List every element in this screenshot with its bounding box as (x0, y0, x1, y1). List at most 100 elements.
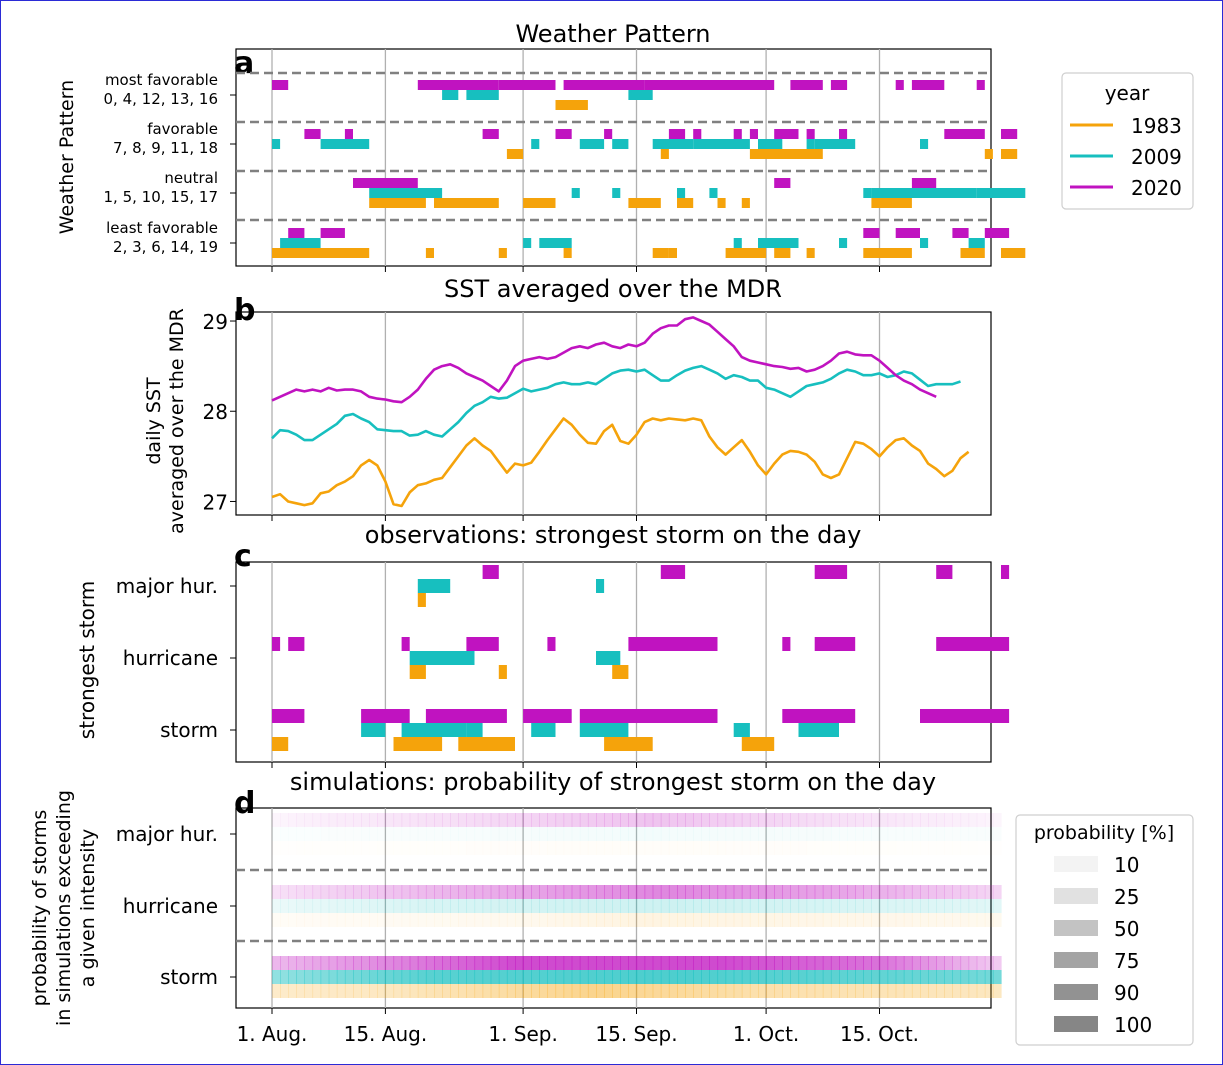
panel-d-cell-1983 (992, 984, 1002, 998)
panel-d-cell-2020 (571, 885, 581, 899)
panel-d-cell-1983 (345, 841, 354, 855)
panel-a-bar-2009 (272, 139, 281, 149)
panel-d-cell-2009 (782, 827, 791, 841)
panel-d-cell-2009 (895, 899, 905, 913)
panel-d-cell-1983 (645, 841, 654, 855)
panel-d-cell-1983 (426, 841, 435, 855)
panel-a-bar-2009 (579, 139, 605, 149)
panel-b-ylabel-line1: daily SST (143, 377, 165, 465)
panel-d-cell-1983 (498, 984, 508, 998)
panel-d-cell-1983 (822, 913, 832, 927)
panel-d-cell-1983 (612, 841, 621, 855)
panel-a-bar-1983 (871, 198, 912, 208)
panel-d-cell-2020 (903, 813, 913, 827)
panel-d-cell-2020 (296, 813, 305, 827)
panel-a-category-label: favorable (147, 120, 218, 138)
panel-d-cell-2020 (774, 956, 783, 970)
panel-d-cell-2020 (660, 885, 670, 899)
panel-d-cell-2009 (693, 970, 702, 984)
panel-d-cell-1983 (531, 913, 540, 927)
panel-d-cell-2009 (353, 827, 362, 841)
panel-b-ytick-label: 28 (203, 400, 228, 424)
panel-d-cell-2020 (733, 885, 743, 899)
panel-d-cell-2009 (426, 827, 435, 841)
panel-d-cell-2020 (668, 956, 678, 970)
panel-d-cell-2009 (579, 970, 589, 984)
panel-d-cell-2009 (409, 899, 419, 913)
panel-d-cell-2020 (417, 813, 427, 827)
panel-d-cell-2009 (369, 970, 378, 984)
panel-d-cell-2009 (668, 899, 678, 913)
panel-a-bar-2009 (920, 238, 929, 248)
panel-d-cell-2020 (474, 885, 484, 899)
panel-d-cell-1983 (596, 841, 605, 855)
panel-c-bar-1983 (741, 737, 775, 751)
panel-d-cell-2009 (879, 970, 889, 984)
panel-d-cell-1983 (547, 841, 556, 855)
panel-d-cell-2020 (968, 885, 978, 899)
panel-d-cell-2020 (709, 956, 719, 970)
panel-d-cell-2009 (628, 827, 638, 841)
panel-d-cell-2020 (936, 956, 945, 970)
panel-d-cell-2009 (685, 899, 694, 913)
panel-d-cell-1983 (831, 841, 840, 855)
panel-d-cell-2009 (652, 970, 662, 984)
x-tick-label: 15. Aug. (344, 1022, 428, 1046)
panel-d-cell-2009 (402, 827, 411, 841)
panel-c-bar-1983 (604, 737, 653, 751)
panel-d-cell-1983 (564, 841, 573, 855)
panel-d-cell-2020 (612, 956, 621, 970)
panel-d-cell-1983 (620, 913, 629, 927)
panel-d-cell-1983 (976, 913, 986, 927)
panel-c-bar-2020 (920, 709, 1010, 723)
panel-d-cell-2009 (498, 970, 508, 984)
panel-d-cell-1983 (799, 841, 808, 855)
panel-d-cell-1983 (385, 984, 395, 998)
probability-legend-label: 25 (1114, 885, 1139, 909)
panel-d-cell-1983 (328, 913, 338, 927)
panel-d-cell-1983 (685, 984, 694, 998)
panel-d-cell-2020 (385, 885, 395, 899)
panel-c-ylabel: strongest storm (75, 581, 99, 739)
panel-d-cell-1983 (466, 913, 476, 927)
panel-d-cell-2009 (992, 899, 1002, 913)
panel-d-cell-2009 (563, 970, 573, 984)
panel-d-cell-1983 (830, 913, 840, 927)
panel-d-cell-2020 (749, 956, 759, 970)
panel-d-cell-2009 (458, 970, 467, 984)
panel-a-bar-2020 (353, 178, 418, 188)
panel-d-cell-1983 (402, 841, 411, 855)
panel-d-cell-1983 (628, 841, 637, 855)
panel-d-cell-2009 (782, 899, 791, 913)
panel-c-bar-2020 (782, 637, 791, 651)
panel-d-cell-2020 (393, 813, 403, 827)
panel-d-cell-2020 (936, 885, 945, 899)
panel-d-cell-2009 (547, 899, 557, 913)
panel-d-cell-1983 (523, 984, 532, 998)
panel-d-cell-1983 (417, 984, 427, 998)
panel-d-cell-2009 (904, 827, 913, 841)
panel-d-cell-1983 (871, 841, 880, 855)
panel-d-cell-2009 (798, 970, 808, 984)
panel-d-cell-2020 (677, 813, 686, 827)
panel-a-bar-2009 (863, 188, 872, 198)
panel-d-cell-2020 (701, 956, 710, 970)
panel-c-title: observations: strongest storm on the day (365, 521, 862, 549)
panel-d-cell-2009 (620, 899, 629, 913)
year-legend-box (1061, 72, 1194, 210)
panel-d-cell-2020 (644, 813, 654, 827)
panel-d-cell-2020 (952, 813, 962, 827)
panel-d-cell-2020 (887, 956, 897, 970)
panel-d-cell-2020 (450, 813, 459, 827)
panel-d-cell-2009 (474, 970, 484, 984)
panel-d-cell-2020 (353, 956, 362, 970)
panel-a-bar-2009 (612, 139, 629, 149)
panel-d-cell-1983 (628, 984, 638, 998)
probability-legend-label: 75 (1114, 949, 1139, 973)
panel-d-cell-2020 (490, 956, 500, 970)
panel-d-cell-2020 (272, 885, 281, 899)
panel-d-cell-2020 (450, 956, 459, 970)
panel-d-cell-2020 (984, 885, 994, 899)
panel-d-cell-2009 (636, 827, 646, 841)
panel-d-cell-2009 (652, 899, 662, 913)
